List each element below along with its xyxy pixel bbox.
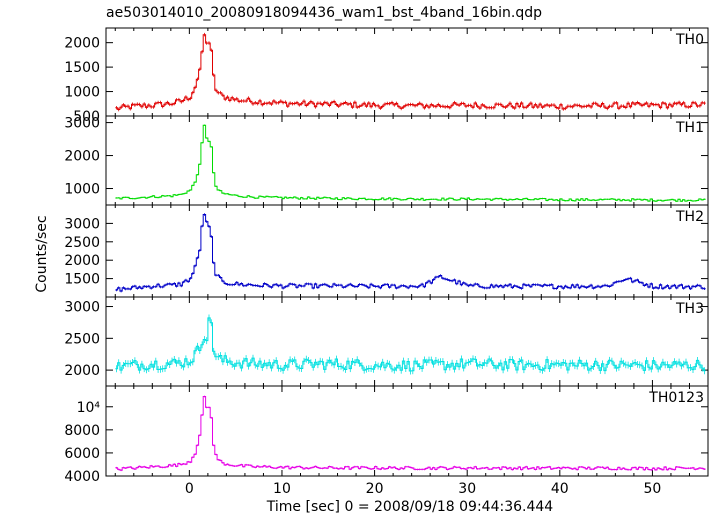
y-tick-label: 2000 — [64, 149, 100, 165]
panel-th3: 2000 2500 3000 TH3 — [64, 296, 709, 387]
series-trace — [115, 395, 706, 472]
y-tick-label: 2500 — [64, 235, 100, 251]
x-tick-label: 40 — [551, 481, 569, 497]
panel-label: TH3 — [675, 301, 704, 317]
panel-frame — [105, 204, 709, 298]
y-tick-label: 3000 — [64, 116, 100, 132]
panel-th0: 500 1000 1500 2000 TH0 — [64, 27, 709, 125]
panel-label: TH0 — [675, 32, 704, 48]
series-trace — [115, 314, 706, 375]
series-trace — [115, 213, 706, 293]
x-tick-label: 30 — [458, 481, 476, 497]
series-line — [115, 396, 706, 471]
y-tick-label: 2000 — [64, 253, 100, 269]
x-tick-label: 0 — [185, 481, 194, 497]
series-line — [115, 317, 706, 372]
panel-label: TH1 — [675, 120, 704, 136]
y-tick-label: 1500 — [64, 272, 100, 288]
chart-title: ae503014010_20080918094436_wam1_bst_4ban… — [106, 5, 542, 21]
panel-label: TH2 — [675, 209, 704, 225]
series-line — [115, 34, 706, 110]
x-tick-label: 20 — [366, 481, 384, 497]
y-tick-label: 2000 — [64, 36, 100, 52]
panel-frame — [105, 115, 709, 206]
y-tick-label: 6000 — [64, 446, 100, 462]
panel-th0123: 4000 6000 8000 10⁴ TH0123 — [64, 385, 709, 485]
x-axis-label: Time [sec] 0 = 2008/09/18 09:44:36.444 — [266, 499, 554, 515]
y-tick-label: 8000 — [64, 423, 100, 439]
panel-label: TH0123 — [648, 390, 704, 406]
y-tick-label: 1000 — [64, 85, 100, 101]
panel-frame — [105, 296, 709, 387]
y-tick-label: 3000 — [64, 216, 100, 232]
panel-th2: 1500 2000 2500 3000 TH2 — [64, 204, 709, 298]
x-tick-label: 10 — [273, 481, 291, 497]
y-tick-label: 1500 — [64, 60, 100, 76]
y-tick-label: 2000 — [64, 363, 100, 379]
series-trace — [115, 124, 706, 202]
panel-frame — [105, 385, 709, 477]
series-trace — [115, 32, 706, 112]
y-tick-label: 10⁴ — [77, 400, 101, 416]
y-tick-label: 3000 — [64, 300, 100, 316]
y-tick-label: 1000 — [64, 182, 100, 198]
y-axis-label: Counts/sec — [34, 215, 50, 292]
y-tick-label: 2500 — [64, 331, 100, 347]
panel-th1: 1000 2000 3000 TH1 — [64, 115, 709, 206]
y-tick-label: 500 — [73, 109, 100, 125]
series-line — [115, 214, 706, 292]
x-tick-label: 50 — [644, 481, 662, 497]
series-line — [115, 124, 706, 202]
y-tick-label: 4000 — [64, 469, 100, 485]
